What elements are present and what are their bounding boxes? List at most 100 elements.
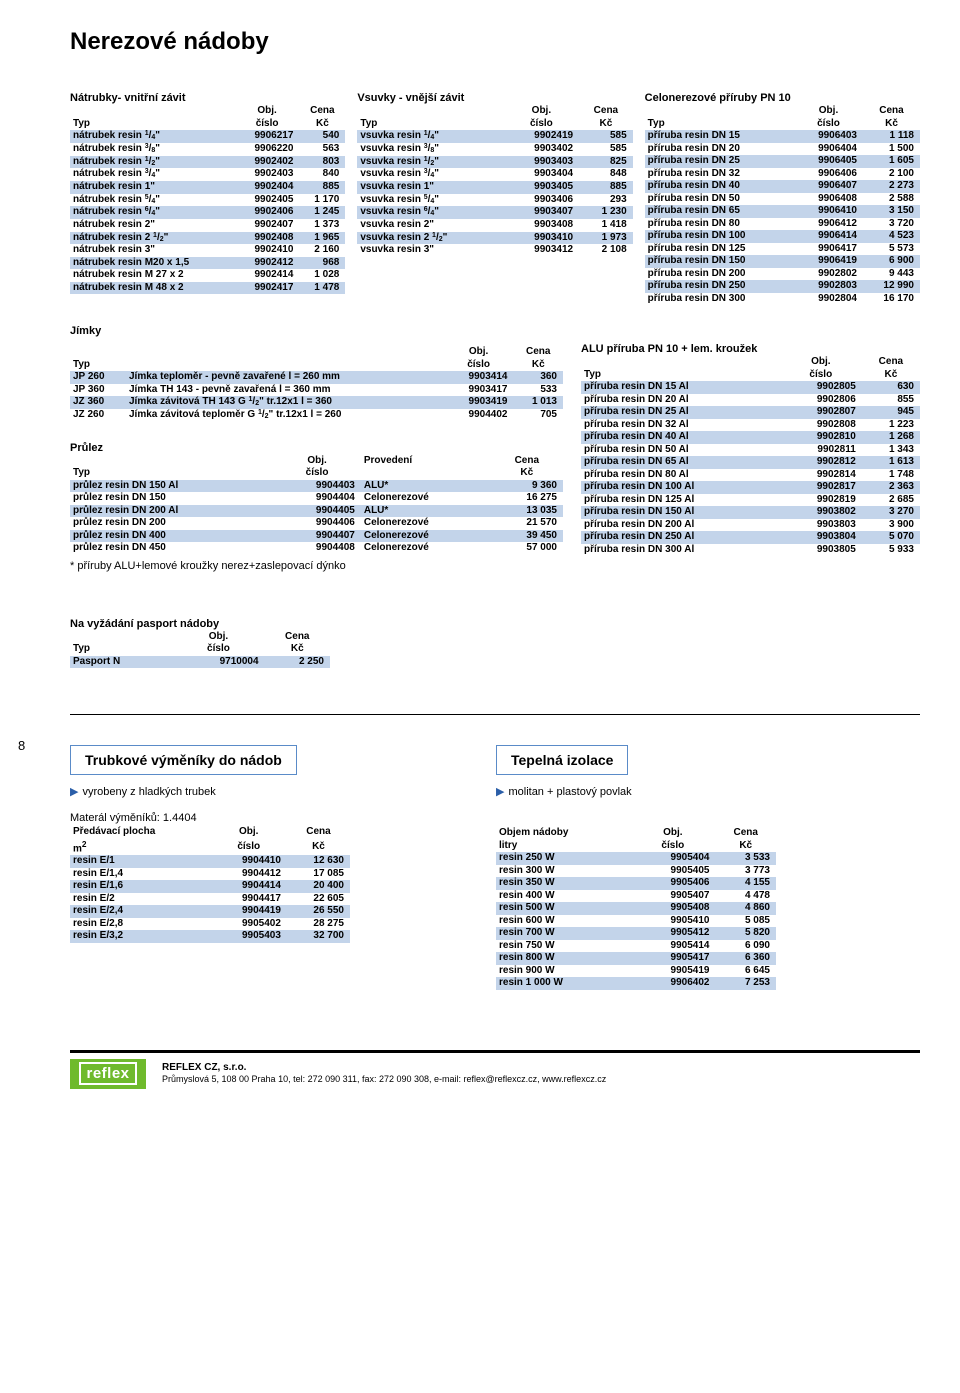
table-title: Jímky [70,325,563,337]
table-row: nátrubek resin M20 x 1,59902412968 [70,257,345,270]
table-row: příruba resin DN 32 Al99028081 223 [581,419,920,432]
table-row: příruba resin DN 200 Al99038033 900 [581,519,920,532]
table-row: nátrubek resin 5/4"99024051 170 [70,194,345,207]
table-row: průlez resin DN 1509904404Celonerezové16… [70,492,563,505]
table-row: vsuvka resin 1/4"9902419585 [357,130,632,143]
logo: reflex [70,1059,146,1089]
table-row: příruba resin DN 40 Al99028101 268 [581,431,920,444]
table-row: průlez resin DN 4009904407Celonerezové39… [70,530,563,543]
table-row: vsuvka resin 2 1/2"99034101 973 [357,232,632,245]
table-row: příruba resin DN 20099028029 443 [645,268,920,281]
table-vsuvky: Vsuvky - vnější závit Obj.CenaTypčísloKč… [357,92,632,305]
table-row: příruba resin DN 5099064082 588 [645,193,920,206]
table-row: příruba resin DN 10099064144 523 [645,230,920,243]
table-row: příruba resin DN 300990280416 170 [645,293,920,306]
table-row: příruba resin DN 1599064031 118 [645,130,920,143]
table-row: průlez resin DN 150 Al9904403ALU*9 360 [70,480,563,493]
table-prulez: Obj.ProvedeníCenaTypčísloKčprůlez resin … [70,455,563,555]
bullet-line: ▶molitan + plastový povlak [496,785,920,798]
table-row: vsuvka resin 1/2"9903403825 [357,156,632,169]
table-row: příruba resin DN 250990280312 990 [645,280,920,293]
table-row: resin 900 W99054196 645 [496,965,776,978]
table-row: příruba resin DN 2599064051 605 [645,155,920,168]
table-row: resin 600 W99054105 085 [496,915,776,928]
table-title: ALU příruba PN 10 + lem. kroužek [581,343,920,355]
table-row: příruba resin DN 8099064123 720 [645,218,920,231]
table-row: resin E/1990441012 630 [70,855,350,868]
subtitle: Materál výměníků: 1.4404 [70,812,478,824]
table-row: resin E/2990441722 605 [70,893,350,906]
table-row: resin E/2,8990540228 275 [70,918,350,931]
table-row: JP 260Jímka teploměr - pevně zavařené l … [70,371,563,384]
table-row: nátrubek resin 1/2"9902402803 [70,156,345,169]
table-row: příruba resin DN 2099064041 500 [645,143,920,156]
table-row: resin 750 W99054146 090 [496,940,776,953]
table-row: nátrubek resin 3"99024102 160 [70,244,345,257]
table-title: Na vyžádání pasport nádoby [70,618,920,630]
table-row: vsuvka resin 5/4"9903406293 [357,194,632,207]
table-row: nátrubek resin 2"99024071 373 [70,219,345,232]
table-row: vsuvka resin 3/4"9903404848 [357,168,632,181]
table-priruby: Celonerezové příruby PN 10 Obj.CenaTypčí… [645,92,920,305]
table-row: nátrubek resin M 48 x 299024171 478 [70,282,345,295]
table-row: resin 300 W99054053 773 [496,865,776,878]
table-row: příruba resin DN 80 Al99028141 748 [581,469,920,482]
table-trubkove: Předávací plochaObj.Cenam2čísloKčresin E… [70,826,350,943]
table-row: příruba resin DN 20 Al9902806855 [581,394,920,407]
table-row: nátrubek resin 3/8"9906220563 [70,143,345,156]
table-row: nátrubek resin M 27 x 299024141 028 [70,269,345,282]
table-row: příruba resin DN 250 Al99038045 070 [581,531,920,544]
table-row: příruba resin DN 65 Al99028121 613 [581,456,920,469]
table-row: příruba resin DN 15099064196 900 [645,255,920,268]
table-row: příruba resin DN 12599064175 573 [645,243,920,256]
table-row: Pasport N97100042 250 [70,656,330,669]
table-row: vsuvka resin 2"99034081 418 [357,219,632,232]
table-row: resin 250 W99054043 533 [496,852,776,865]
table-row: resin 700 W99054125 820 [496,927,776,940]
table-title: Celonerezové příruby PN 10 [645,92,920,104]
table-row: vsuvka resin 1"9903405885 [357,181,632,194]
footer-text: REFLEX CZ, s.r.o. Průmyslová 5, 108 00 P… [162,1061,606,1086]
table-row: příruba resin DN 3299064062 100 [645,168,920,181]
table-title: Nátrubky- vnitřní závit [70,92,345,104]
table-row: příruba resin DN 50 Al99028111 343 [581,444,920,457]
table-row: nátrubek resin 3/4"9902403840 [70,168,345,181]
page-number: 8 [18,738,25,753]
table-row: resin 350 W99054064 155 [496,877,776,890]
prulez-note: * příruby ALU+lemové kroužky nerez+zasle… [70,560,563,572]
table-row: JZ 260Jímka závitová teploměr G 1/2" tr.… [70,409,563,422]
table-row: příruba resin DN 4099064072 273 [645,180,920,193]
box-heading-trubkove: Trubkové výměníky do nádob [70,745,297,775]
table-row: příruba resin DN 150 Al99038023 270 [581,506,920,519]
table-title: Průlez [70,442,563,454]
table-row: resin E/3,2990540332 700 [70,930,350,943]
table-row: příruba resin DN 6599064103 150 [645,205,920,218]
table-pasport: Obj.CenaTypčísloKčPasport N97100042 250 [70,631,330,669]
table-row: resin E/1,6990441420 400 [70,880,350,893]
table-row: nátrubek resin 6/4"99024061 245 [70,206,345,219]
table-row: vsuvka resin 3"99034122 108 [357,244,632,257]
separator [70,714,920,715]
bullet-icon: ▶ [496,786,504,798]
table-row: resin 400 W99054074 478 [496,890,776,903]
table-row: JZ 360Jímka závitová TH 143 G 1/2" tr.12… [70,396,563,409]
table-row: příruba resin DN 100 Al99028172 363 [581,481,920,494]
table-row: resin 500 W99054084 860 [496,902,776,915]
table-row: příruba resin DN 25 Al9902807945 [581,406,920,419]
table-row: průlez resin DN 200 Al9904405ALU*13 035 [70,505,563,518]
table-row: JP 360Jímka TH 143 - pevně zavařená l = … [70,384,563,397]
footer: reflex REFLEX CZ, s.r.o. Průmyslová 5, 1… [70,1050,920,1089]
table-row: resin E/1,4990441217 085 [70,868,350,881]
table-tepelna: Objem nádobyObj.CenalitryčísloKčresin 25… [496,827,776,990]
table-alu: Obj.CenaTypčísloKčpříruba resin DN 15 Al… [581,356,920,556]
box-heading-tepelna: Tepelná izolace [496,745,628,775]
bullet-icon: ▶ [70,786,78,798]
table-row: resin E/2,4990441926 550 [70,905,350,918]
page-title: Nerezové nádoby [70,28,920,56]
table-row: resin 800 W99054176 360 [496,952,776,965]
bullet-line: ▶vyrobeny z hladkých trubek [70,785,478,798]
table-title: Vsuvky - vnější závit [357,92,632,104]
table-row: vsuvka resin 6/4"99034071 230 [357,206,632,219]
table-row: nátrubek resin 1/4"9906217540 [70,130,345,143]
table-natrubky: Nátrubky- vnitřní závit Obj.CenaTypčíslo… [70,92,345,305]
